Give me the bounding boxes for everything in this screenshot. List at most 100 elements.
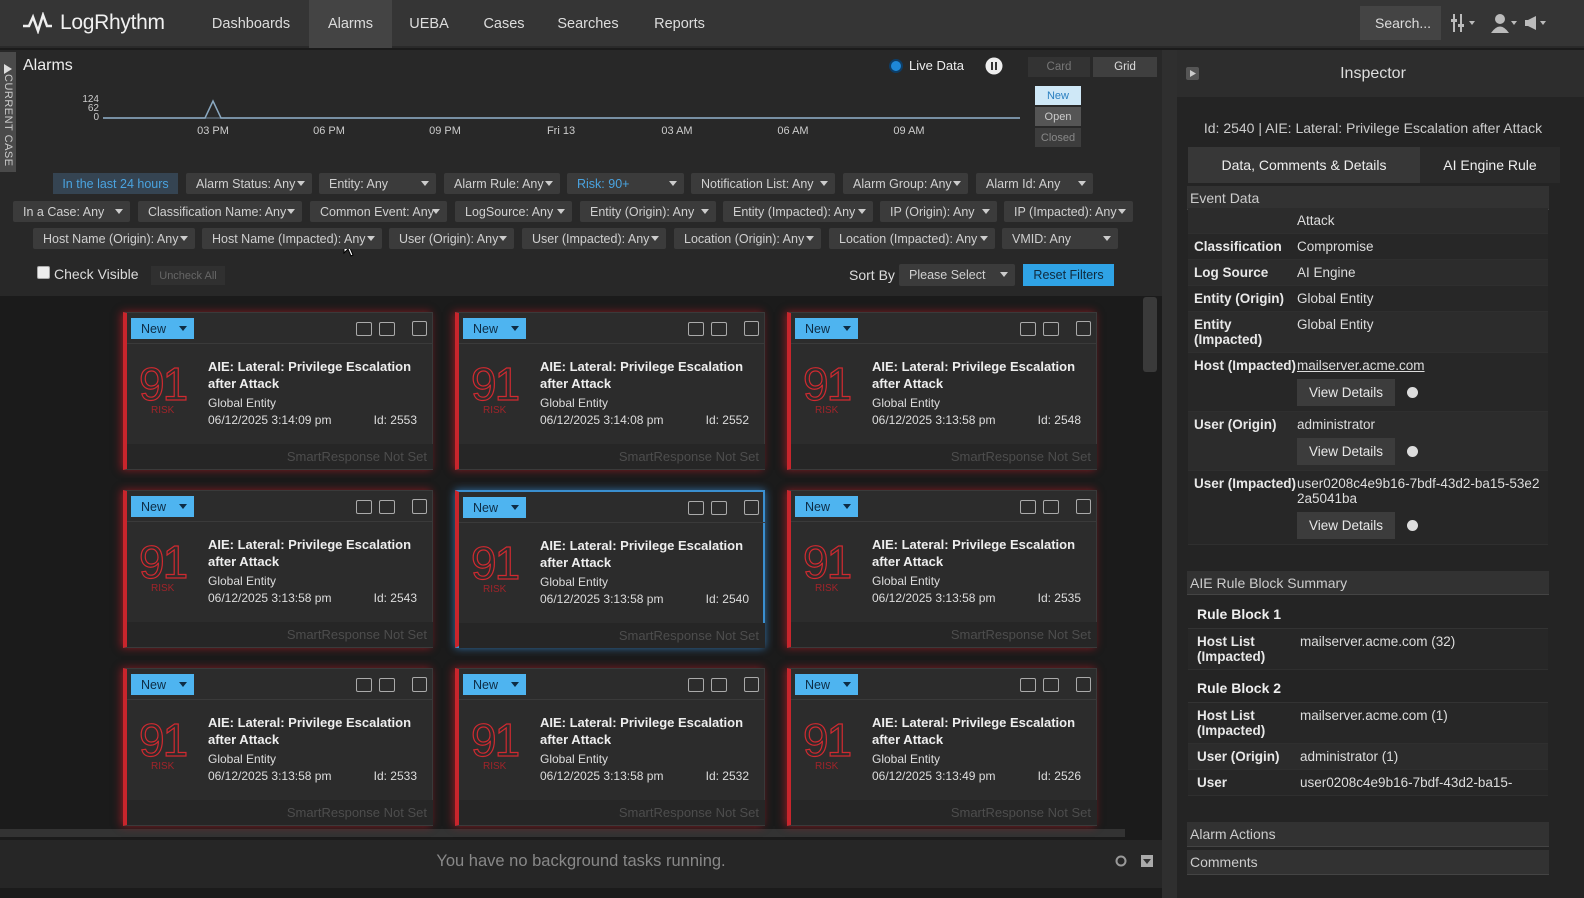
filter-dropdown[interactable]: Location (Impacted): Any: [829, 228, 995, 249]
case-icon[interactable]: [379, 322, 395, 336]
view-button[interactable]: Grid: [1093, 57, 1157, 77]
collapse-icon[interactable]: [1185, 66, 1201, 82]
status-button[interactable]: New: [1035, 86, 1081, 105]
case-icon[interactable]: [379, 678, 395, 692]
live-label[interactable]: Live Data: [909, 58, 964, 73]
section-header[interactable]: Comments: [1187, 850, 1549, 875]
filter-dropdown[interactable]: Host Name (Origin): Any: [33, 228, 195, 249]
alarm-card[interactable]: New 91 RISK AIE: Lateral: Privilege Escalat…: [455, 668, 765, 826]
filter-dropdown[interactable]: Alarm Group: Any: [843, 173, 968, 194]
filter-dropdown[interactable]: Entity (Impacted): Any: [723, 201, 873, 222]
status-dropdown[interactable]: New: [131, 674, 194, 695]
filter-dropdown[interactable]: IP (Origin): Any: [880, 201, 997, 222]
time-filter[interactable]: In the last 24 hours: [53, 173, 178, 194]
pause-icon[interactable]: [985, 57, 1003, 75]
select-box[interactable]: [412, 321, 427, 336]
nav-item[interactable]: Reports: [654, 16, 705, 32]
status-dropdown[interactable]: New: [795, 318, 858, 339]
alarm-card[interactable]: New 91 RISK AIE: Lateral: Privilege Escalat…: [787, 490, 1097, 648]
filter-dropdown[interactable]: VMID: Any: [1002, 228, 1118, 249]
filter-dropdown[interactable]: Alarm Status: Any: [186, 173, 312, 194]
search-box[interactable]: Search...: [1360, 6, 1441, 40]
select-box[interactable]: [744, 500, 759, 515]
chart-icon[interactable]: [688, 501, 704, 515]
filter-dropdown[interactable]: Classification Name: Any: [138, 201, 302, 222]
status-dropdown[interactable]: New: [463, 318, 526, 339]
filter-dropdown[interactable]: Entity: Any: [319, 173, 436, 194]
section-header[interactable]: Event Data: [1187, 186, 1549, 210]
h-scrollbar[interactable]: [0, 829, 1125, 837]
filter-dropdown[interactable]: User (Impacted): Any: [522, 228, 666, 249]
tab[interactable]: AI Engine Rule: [1420, 147, 1560, 183]
case-icon[interactable]: [711, 501, 727, 515]
select-box[interactable]: [1076, 677, 1091, 692]
status-dropdown[interactable]: New: [463, 497, 526, 518]
filter-dropdown[interactable]: Host Name (Impacted): Any: [202, 228, 382, 249]
view-details[interactable]: View Details: [1297, 379, 1396, 406]
select-box[interactable]: [744, 321, 759, 336]
case-icon[interactable]: [1043, 500, 1059, 514]
filter-dropdown[interactable]: User (Origin): Any: [389, 228, 514, 249]
case-icon[interactable]: [711, 678, 727, 692]
tab[interactable]: Data, Comments & Details: [1188, 147, 1420, 183]
select-box[interactable]: [1076, 499, 1091, 514]
view-details[interactable]: View Details: [1297, 438, 1396, 465]
chart-icon[interactable]: [356, 500, 372, 514]
status-dropdown[interactable]: New: [795, 496, 858, 517]
filter-dropdown[interactable]: Location (Origin): Any: [674, 228, 821, 249]
filter-dropdown[interactable]: In a Case: Any: [13, 201, 130, 222]
check-visible[interactable]: Check Visible: [54, 266, 139, 282]
detail-link[interactable]: mailserver.acme.com: [1297, 358, 1425, 373]
chart-icon[interactable]: [1020, 322, 1036, 336]
filter-dropdown[interactable]: Entity (Origin): Any: [580, 201, 716, 222]
section-header[interactable]: AIE Rule Block Summary: [1187, 571, 1549, 595]
select-box[interactable]: [412, 499, 427, 514]
filter-dropdown[interactable]: IP (Impacted): Any: [1004, 201, 1133, 222]
alarm-card[interactable]: New 91 RISK AIE: Lateral: Privilege Escalat…: [123, 312, 433, 470]
nav-item[interactable]: UEBA: [409, 16, 449, 32]
checkbox[interactable]: [37, 266, 50, 279]
select-box[interactable]: [1076, 321, 1091, 336]
chart-icon[interactable]: [356, 678, 372, 692]
chart-icon[interactable]: [688, 322, 704, 336]
status-dropdown[interactable]: New: [795, 674, 858, 695]
nav-item[interactable]: Searches: [557, 16, 619, 32]
case-icon[interactable]: [379, 500, 395, 514]
sort-select[interactable]: Please Select: [899, 264, 1015, 286]
info-icon[interactable]: [1407, 520, 1419, 531]
case-icon[interactable]: [1043, 322, 1059, 336]
section-header[interactable]: Alarm Actions: [1187, 822, 1549, 847]
alarm-card[interactable]: New 91 RISK AIE: Lateral: Privilege Escalat…: [123, 490, 433, 648]
nav-item[interactable]: Alarms: [309, 0, 392, 48]
filter-dropdown[interactable]: LogSource: Any: [455, 201, 572, 222]
status-dropdown[interactable]: New: [131, 496, 194, 517]
filter-dropdown[interactable]: Risk: 90+: [567, 173, 684, 194]
filter-dropdown[interactable]: Alarm Id: Any: [976, 173, 1093, 194]
select-box[interactable]: [744, 677, 759, 692]
alarm-card[interactable]: New 91 RISK AIE: Lateral: Privilege Escalat…: [123, 668, 433, 826]
view-button[interactable]: Card: [1028, 57, 1090, 77]
select-box[interactable]: [412, 677, 427, 692]
task-icons[interactable]: [1113, 853, 1161, 869]
view-details[interactable]: View Details: [1297, 512, 1396, 539]
case-icon[interactable]: [711, 322, 727, 336]
alarm-card[interactable]: New 91 RISK AIE: Lateral: Privilege Escalat…: [455, 490, 765, 648]
alarm-card[interactable]: New 91 RISK AIE: Lateral: Privilege Escalat…: [455, 312, 765, 470]
header-icons[interactable]: [1450, 10, 1560, 36]
status-button[interactable]: Open: [1035, 107, 1081, 126]
chart-icon[interactable]: [1020, 500, 1036, 514]
chart-icon[interactable]: [1020, 678, 1036, 692]
chart-icon[interactable]: [356, 322, 372, 336]
chart-icon[interactable]: [688, 678, 704, 692]
alarm-card[interactable]: New 91 RISK AIE: Lateral: Privilege Escalat…: [787, 668, 1097, 826]
filter-dropdown[interactable]: Alarm Rule: Any: [444, 173, 560, 194]
alarm-card[interactable]: New 91 RISK AIE: Lateral: Privilege Escalat…: [787, 312, 1097, 470]
status-button[interactable]: Closed: [1035, 128, 1081, 147]
case-icon[interactable]: [1043, 678, 1059, 692]
filter-dropdown[interactable]: Notification List: Any: [691, 173, 835, 194]
filter-dropdown[interactable]: Common Event: Any: [310, 201, 447, 222]
info-icon[interactable]: [1407, 446, 1419, 457]
status-dropdown[interactable]: New: [463, 674, 526, 695]
uncheck-all[interactable]: Uncheck All: [151, 266, 225, 285]
status-dropdown[interactable]: New: [131, 318, 194, 339]
